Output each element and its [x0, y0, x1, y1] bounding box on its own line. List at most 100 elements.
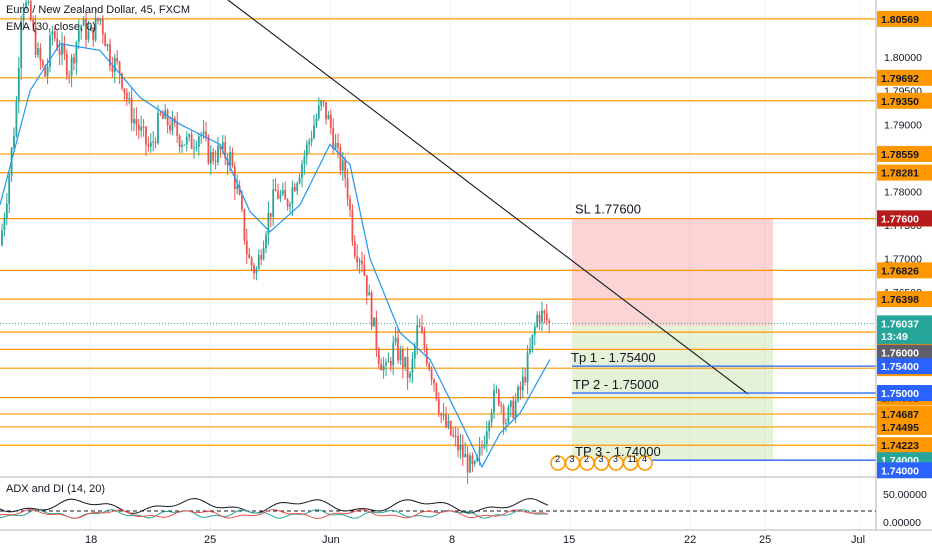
candle-body — [457, 435, 459, 451]
candle-body — [471, 455, 474, 465]
candle-body — [320, 100, 323, 106]
event-count: 3 — [570, 454, 575, 464]
stop-loss-label: SL 1.77600 — [575, 201, 641, 216]
level-price-tag-bg — [877, 10, 932, 27]
marker-price-tag: 1.75400 — [881, 361, 919, 373]
candle-body — [32, 19, 35, 27]
candle-body — [248, 254, 251, 258]
adx-tick-0: 0.00000 — [883, 517, 921, 529]
candle-body — [401, 349, 404, 368]
candle-body — [231, 152, 234, 167]
candle-body — [435, 383, 438, 400]
candle-body — [315, 118, 318, 126]
event-count: 2 — [555, 454, 560, 464]
candle-body — [481, 446, 483, 448]
candle-body — [466, 454, 469, 473]
candle-body — [428, 363, 431, 370]
marker-price-tag-bg — [877, 385, 932, 402]
level-price-tag-bg — [877, 418, 932, 435]
level-price-tag: 1.74223 — [881, 440, 919, 452]
time-label-jul: Jul — [851, 534, 865, 546]
candle-body — [334, 143, 337, 150]
horizontal-levels[interactable] — [0, 18, 876, 446]
stop-loss-zone[interactable] — [572, 218, 773, 326]
candle-body — [68, 75, 71, 77]
level-price-tag: 1.79350 — [881, 96, 919, 108]
candle-body — [101, 18, 104, 35]
adx-tick-50: 50.00000 — [883, 489, 927, 501]
candle-body — [73, 57, 75, 64]
candle-body — [365, 275, 368, 296]
position-zones[interactable] — [572, 218, 773, 461]
level-price-tag-bg — [877, 145, 932, 162]
candle-body — [166, 110, 169, 126]
candle-body — [65, 53, 68, 76]
time-label-8: 8 — [449, 534, 455, 546]
candle-body — [329, 114, 332, 128]
level-price-labels: 1.805691.796921.793501.785591.782811.775… — [877, 10, 932, 479]
candle-body — [502, 406, 505, 424]
candle-body — [274, 189, 277, 192]
candle-body — [406, 356, 409, 378]
candle-body — [291, 186, 294, 205]
symbol-title[interactable]: Euro / New Zealand Dollar, 45, FXCM — [6, 4, 191, 16]
time-axis[interactable]: 18 25 Jun 8 15 22 25 Jul — [85, 534, 865, 546]
candle-body — [418, 325, 421, 327]
candle-body — [404, 356, 407, 368]
candle-body — [517, 386, 519, 401]
candle-body — [149, 142, 152, 147]
candle-body — [289, 204, 291, 207]
candle-body — [15, 101, 18, 136]
candle-body — [61, 43, 63, 55]
adx-pane[interactable]: 50.00000 0.00000 — [0, 489, 927, 529]
candle-body — [214, 160, 217, 163]
candle-body — [80, 25, 83, 31]
level-price-tag: 1.76826 — [881, 265, 919, 277]
candle-body — [433, 379, 435, 384]
candle-body — [161, 113, 164, 119]
adx-legend[interactable]: ADX and DI (14, 20) — [6, 483, 106, 495]
candle-body — [5, 203, 8, 218]
candle-body — [77, 30, 80, 42]
candle-body — [349, 199, 351, 210]
candle-body — [267, 212, 270, 235]
event-count: 3 — [599, 454, 604, 464]
candle-body — [397, 337, 399, 361]
events-row[interactable]: 2 3 2 3 3 11 4 — [550, 454, 653, 471]
candle-body — [63, 43, 66, 54]
candle-body — [310, 138, 313, 142]
candle-body — [92, 27, 95, 41]
candle-body — [130, 98, 133, 124]
candle-body — [197, 136, 200, 147]
candle-body — [209, 152, 212, 164]
marker-price-tag: 13:49 — [881, 331, 908, 343]
candle-body — [301, 163, 303, 178]
candle-body — [493, 390, 495, 413]
candle-body — [447, 421, 450, 427]
candle-body — [413, 345, 416, 359]
candle-body — [464, 454, 467, 458]
candle-body — [445, 414, 447, 427]
ema-legend[interactable]: EMA (30, close, 0) — [6, 21, 96, 33]
candle-body — [322, 100, 325, 103]
level-price-tag: 1.79692 — [881, 73, 919, 85]
marker-price-tag: 1.75000 — [881, 388, 919, 400]
candle-body — [229, 152, 231, 166]
candle-body — [526, 352, 529, 383]
event-count: 4 — [642, 454, 647, 464]
marker-price-tag-bg — [877, 315, 932, 332]
trend-line[interactable] — [227, 0, 749, 395]
candle-body — [56, 38, 59, 50]
level-price-tag-bg — [877, 92, 932, 109]
candle-body — [399, 349, 402, 361]
candle-body — [8, 175, 11, 204]
candle-body — [473, 461, 476, 465]
candle-body — [133, 118, 135, 124]
level-price-tag-bg — [877, 406, 932, 423]
candle-body — [272, 189, 275, 217]
candle-body — [104, 34, 107, 47]
candle-body — [387, 360, 390, 363]
